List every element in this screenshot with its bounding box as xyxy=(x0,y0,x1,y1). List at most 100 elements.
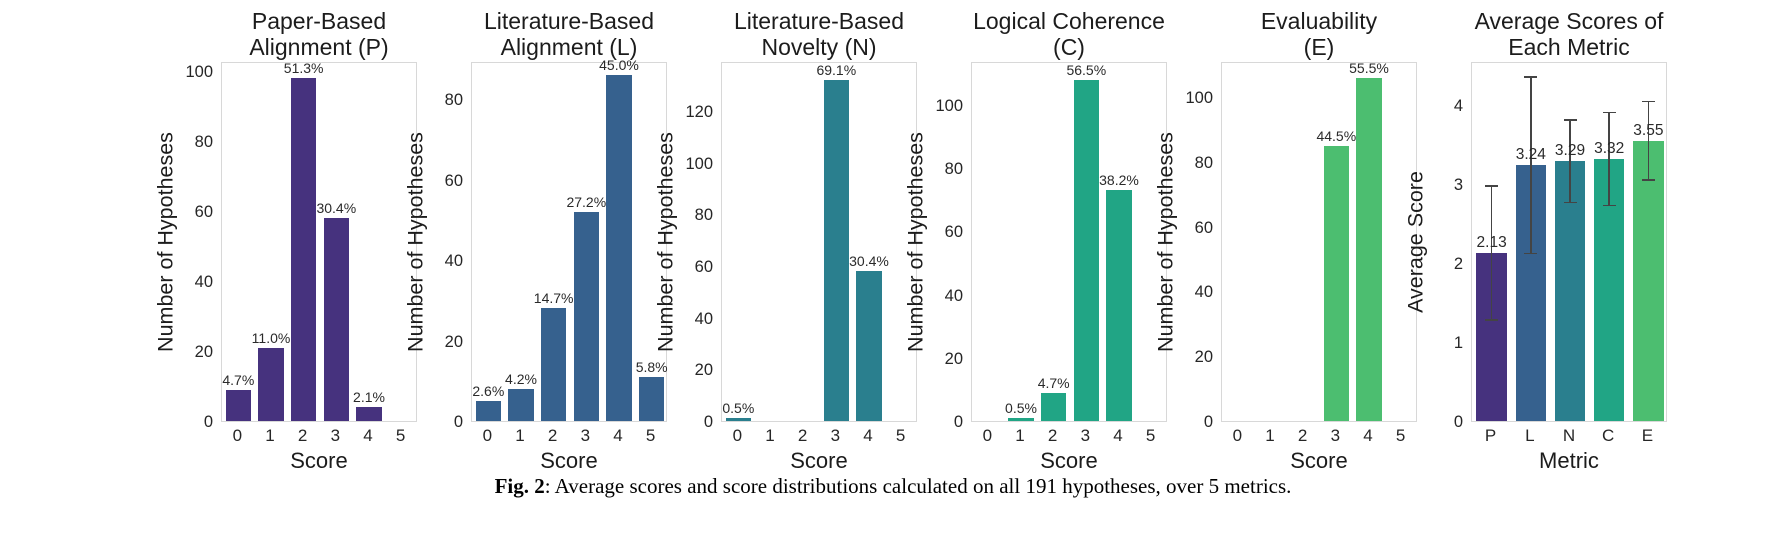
bar xyxy=(1554,161,1586,421)
y-tick-label: 60 xyxy=(194,203,213,222)
x-axis-label: Score xyxy=(540,448,598,473)
y-tick-label: 100 xyxy=(935,96,963,115)
bar-value-label: 2.13 xyxy=(1476,233,1507,251)
bar xyxy=(823,80,850,421)
y-tick-label: 80 xyxy=(944,160,963,179)
bar-value-label: 38.2% xyxy=(1099,172,1139,189)
bar-value-label: 2.1% xyxy=(353,389,385,406)
chart-cell-3: Literature-Based Novelty (N) Number of Hy… xyxy=(653,6,917,476)
bar xyxy=(290,78,317,421)
plot-area: 4.7% 11.0% 51.3% 30.4% 2.1% xyxy=(221,60,417,422)
x-axis-label: Metric xyxy=(1539,448,1599,473)
bar-value-label: 56.5% xyxy=(1066,61,1107,78)
bar-value-label: 4.2% xyxy=(505,370,537,387)
error-bar-cap xyxy=(1602,111,1616,114)
y-tick-label: 100 xyxy=(1185,88,1213,107)
y-tick-label: 0 xyxy=(1203,413,1213,431)
x-tick-label: 1 xyxy=(765,426,775,445)
y-tick-label: 20 xyxy=(444,332,463,351)
bar-value-label: 3.29 xyxy=(1554,142,1586,160)
figure-caption: Fig. 2: Average scores and score distrib… xyxy=(0,474,1786,499)
bar xyxy=(540,308,567,421)
chart-cell-5: Evaluability (E) Number of Hypotheses 0 20 4… xyxy=(1153,6,1417,476)
y-axis-label: Number of Hypotheses xyxy=(153,62,179,422)
plot-area: 2.13 3.24 3.29 3.32 3.55 xyxy=(1471,62,1667,422)
y-axis-label: Number of Hypotheses xyxy=(403,62,429,422)
bar xyxy=(606,75,632,421)
bar xyxy=(1040,392,1067,421)
x-tick-label: 3 xyxy=(1330,426,1341,445)
bar xyxy=(1008,417,1034,421)
bar-value-label: 14.7% xyxy=(533,290,574,307)
y-tick-label: 1 xyxy=(1453,334,1463,353)
y-tick-label: 4 xyxy=(1453,97,1463,116)
y-tick-label: 3 xyxy=(1453,176,1463,195)
bar-value-label: 3.32 xyxy=(1594,139,1625,157)
error-bar-cap xyxy=(1563,119,1577,121)
error-bar-cap xyxy=(1485,185,1499,187)
x-tick-label: E xyxy=(1641,426,1654,445)
x-tick-label: 4 xyxy=(863,426,873,445)
plot-area: 44.5% 55.5% xyxy=(1221,59,1417,422)
bar xyxy=(356,407,382,421)
y-axis-label: Average Score xyxy=(1403,62,1429,422)
x-tick-label: 4 xyxy=(1363,426,1373,445)
error-bar xyxy=(1530,76,1532,254)
x-tick-label: C xyxy=(1602,426,1615,445)
y-tick-label: 40 xyxy=(194,273,213,292)
y-tick-label: 80 xyxy=(194,133,213,152)
y-tick-label: 120 xyxy=(685,103,713,122)
error-bar-cap xyxy=(1602,204,1616,207)
x-tick-label: 3 xyxy=(580,426,591,445)
y-tick-label: 20 xyxy=(944,349,963,368)
x-tick-label: 0 xyxy=(732,426,743,445)
bar-value-label: 69.1% xyxy=(816,62,857,79)
bar-value-label: 30.4% xyxy=(316,200,357,217)
bar xyxy=(258,347,284,421)
y-axis-label-text: Number of Hypotheses xyxy=(403,132,428,352)
bar-value-label: 2.6% xyxy=(472,382,505,399)
error-bar xyxy=(1490,185,1493,320)
bar-value-label: 55.5% xyxy=(1349,59,1389,76)
x-tick-label: 5 xyxy=(645,426,656,445)
y-axis-label-text: Number of Hypotheses xyxy=(153,132,178,352)
bar xyxy=(1073,79,1100,421)
y-tick-label: 60 xyxy=(944,223,963,242)
chart-cell-1: Paper-Based Alignment (P) Number of Hypot… xyxy=(153,6,417,476)
chart-title: Literature-Based Novelty (N) xyxy=(733,8,905,60)
bar-value-label: 51.3% xyxy=(283,60,324,77)
bar-value-label: 4.7% xyxy=(222,371,255,388)
y-tick-label: 0 xyxy=(703,413,713,431)
chart-cell-2: Literature-Based Alignment (L) Number of … xyxy=(403,6,668,476)
error-bar-cap xyxy=(1641,100,1655,103)
x-axis-label: Score xyxy=(1040,448,1098,473)
y-tick-label: 20 xyxy=(694,361,713,380)
x-tick-label: 5 xyxy=(895,426,906,445)
figure-caption-label: Fig. 2 xyxy=(494,474,545,498)
y-tick-label: 40 xyxy=(944,286,963,305)
y-tick-label: 0 xyxy=(453,413,463,431)
bar xyxy=(1323,145,1350,421)
bar xyxy=(475,400,502,421)
y-tick-label: 40 xyxy=(1194,283,1213,302)
x-axis-label: Score xyxy=(1290,448,1348,473)
x-tick-label: 5 xyxy=(395,426,406,445)
y-tick-label: 80 xyxy=(444,91,463,110)
bar xyxy=(225,389,252,421)
x-tick-label: 5 xyxy=(1395,426,1406,445)
y-tick-label: 20 xyxy=(1194,348,1213,367)
plot-area: 0.5% 69.1% 30.4% xyxy=(721,62,917,422)
y-tick-label: 0 xyxy=(203,413,213,431)
chart-cell-6: Average Scores of Each Metric Average Sco… xyxy=(1403,6,1667,476)
bar xyxy=(638,376,665,421)
chart-title: Evaluability (E) xyxy=(1260,8,1378,60)
x-tick-label: 1 xyxy=(515,426,525,445)
y-tick-label: 60 xyxy=(694,258,713,277)
y-tick-label: 60 xyxy=(1194,218,1213,237)
chart-cell-4: Logical Coherence (C) Number of Hypothese… xyxy=(903,6,1167,476)
bar-value-label: 4.7% xyxy=(1037,374,1070,391)
error-bar xyxy=(1569,120,1571,203)
chart-title: Literature-Based Alignment (L) xyxy=(483,8,655,60)
bar-value-label: 45.0% xyxy=(599,57,639,74)
bar-value-label: 3.24 xyxy=(1515,146,1546,164)
